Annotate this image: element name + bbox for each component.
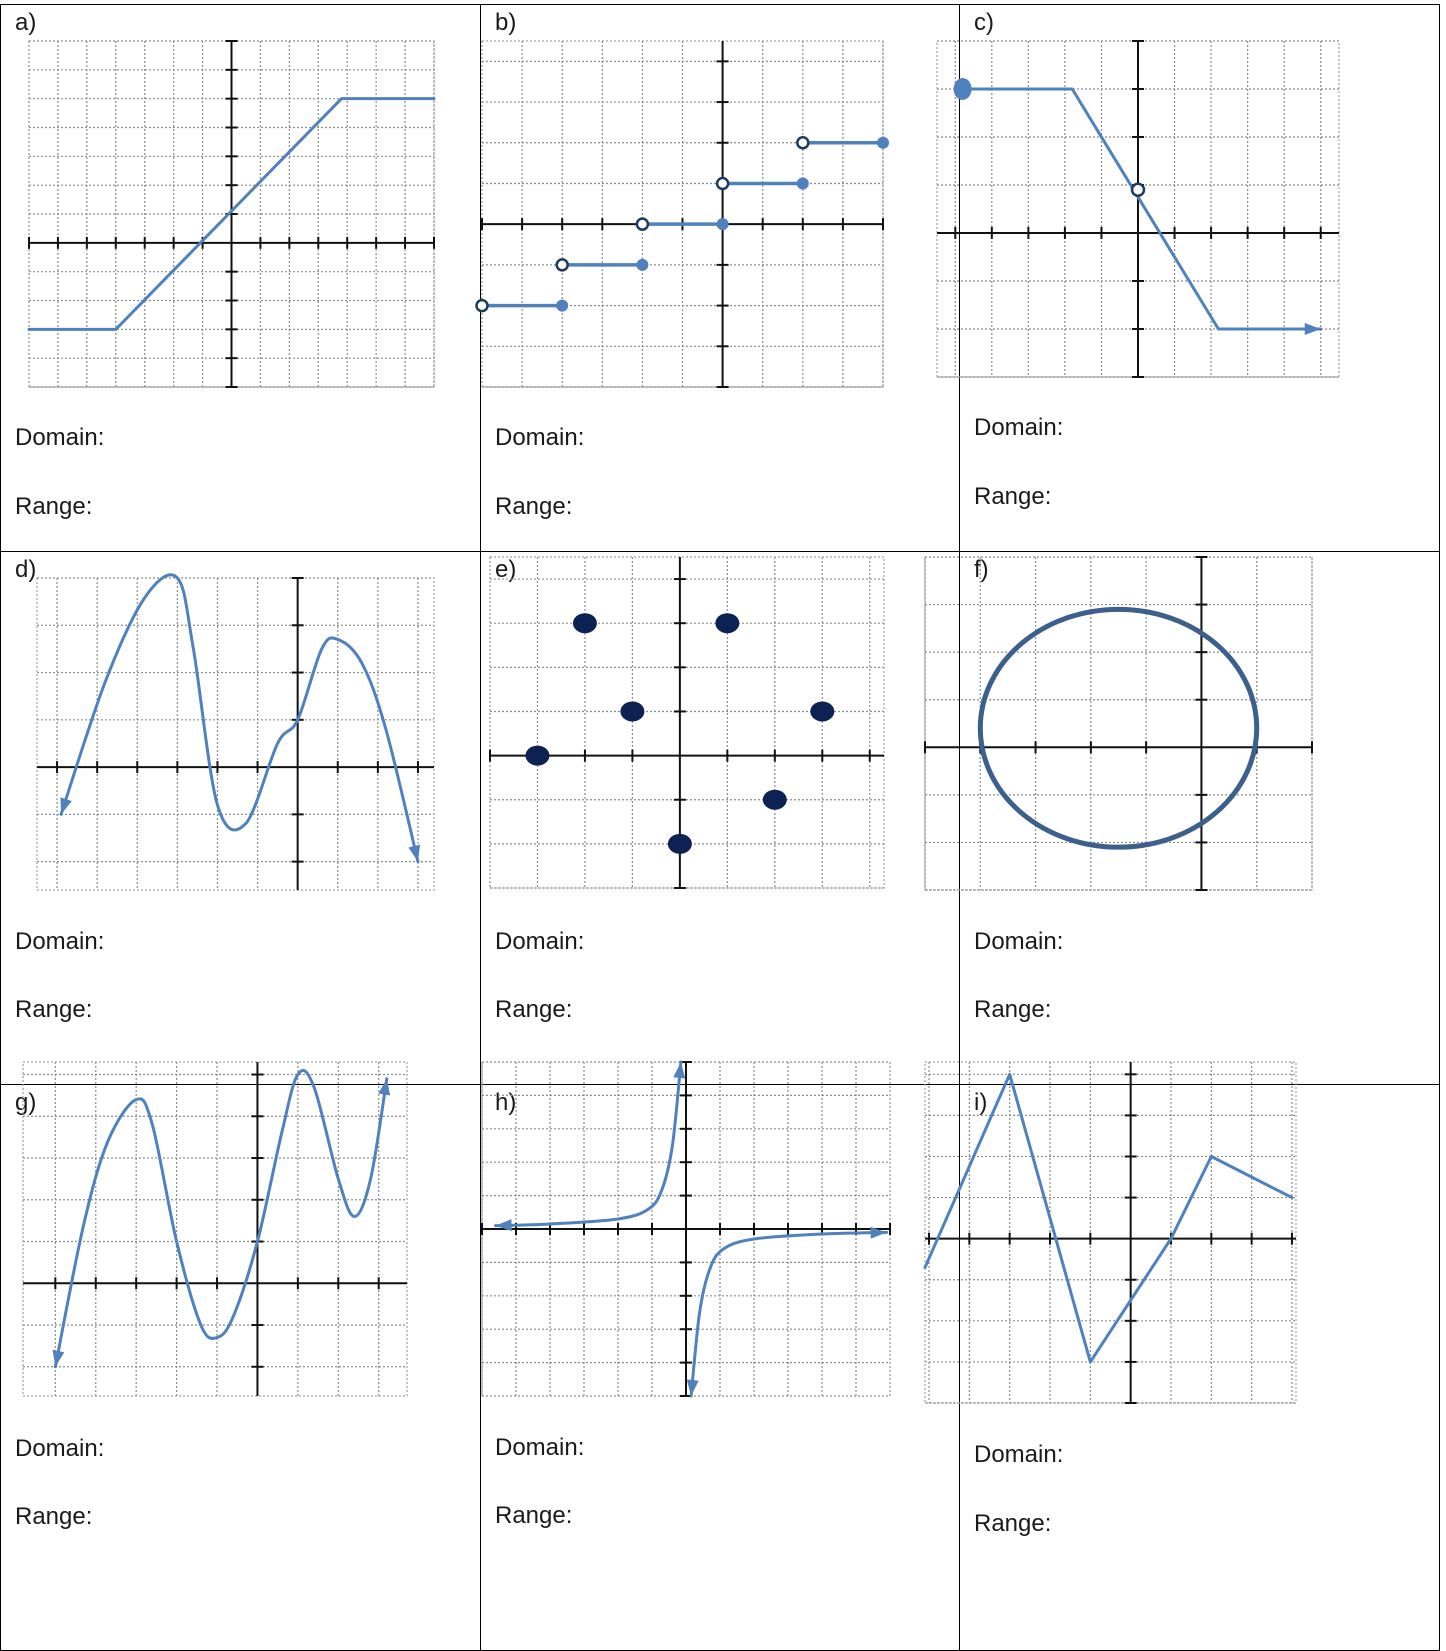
problem-letter: a) xyxy=(15,9,37,36)
data-point xyxy=(810,701,835,722)
data-point xyxy=(762,789,787,810)
domain-label: Domain: xyxy=(15,424,105,451)
problem-letter: b) xyxy=(495,9,517,36)
domain-label: Domain: xyxy=(974,414,1064,441)
open-point xyxy=(475,298,489,313)
plot-border xyxy=(924,556,1313,891)
closed-point xyxy=(796,177,809,190)
range-label: Range: xyxy=(495,1502,573,1529)
function-curve xyxy=(923,1072,1294,1364)
problem-cell-e: e) Domain: Range: xyxy=(481,552,960,1085)
grid xyxy=(481,40,884,388)
function-curve xyxy=(494,1060,683,1228)
closed-point xyxy=(636,258,649,271)
problem-letter: c) xyxy=(974,9,994,36)
closed-point xyxy=(953,78,972,100)
plot-border xyxy=(924,1061,1297,1404)
range-label: Range: xyxy=(15,996,93,1023)
arrowhead xyxy=(673,1062,686,1079)
problem-letter: e) xyxy=(495,556,517,583)
function-curve xyxy=(53,1069,389,1369)
coordinate-plane xyxy=(475,40,889,388)
arrowhead xyxy=(408,844,421,862)
range-label: Range: xyxy=(974,483,1052,510)
grid xyxy=(22,1061,408,1397)
plot-border xyxy=(481,40,884,388)
coordinate-plane xyxy=(924,556,1313,891)
problem-letter: i) xyxy=(974,1089,988,1116)
open-point xyxy=(555,258,569,272)
circle-curve xyxy=(977,606,1260,850)
domain-label: Domain: xyxy=(495,928,585,955)
data-point xyxy=(525,745,550,766)
grid xyxy=(924,1061,1297,1404)
open-point xyxy=(1130,182,1146,198)
closed-point xyxy=(716,218,729,231)
domain-label: Domain: xyxy=(974,1441,1064,1468)
arrowhead xyxy=(870,1226,887,1239)
domain-label: Domain: xyxy=(15,928,105,955)
problem-cell-c: c) Domain: Range: xyxy=(936,4,1440,552)
function-curve xyxy=(689,1230,889,1398)
domain-label: Domain: xyxy=(495,424,585,451)
data-point xyxy=(572,613,597,634)
arrowhead xyxy=(686,1379,699,1396)
data-point xyxy=(715,613,740,634)
coordinate-plane xyxy=(27,40,436,388)
open-point xyxy=(635,217,650,231)
problem-cell-a: a) Domain: Range: xyxy=(0,4,481,552)
function-curve xyxy=(961,87,1323,331)
coordinate-plane xyxy=(489,556,885,889)
problem-cell-h: h) Domain: Range: xyxy=(481,1060,960,1651)
range-label: Range: xyxy=(495,493,573,520)
function-curve xyxy=(27,97,436,331)
grid xyxy=(36,577,435,891)
domain-label: Domain: xyxy=(974,928,1064,955)
data-point xyxy=(620,701,645,722)
open-point xyxy=(796,136,810,150)
arrowhead xyxy=(60,797,72,815)
data-point xyxy=(667,833,692,854)
domain-label: Domain: xyxy=(495,1434,585,1461)
arrowhead xyxy=(52,1349,65,1367)
closed-point xyxy=(556,299,569,312)
range-label: Range: xyxy=(974,1510,1052,1537)
arrowhead xyxy=(378,1078,391,1096)
plot-border xyxy=(489,556,885,889)
closed-point xyxy=(877,136,889,149)
range-label: Range: xyxy=(495,996,573,1023)
coordinate-plane xyxy=(936,40,1340,378)
problem-cell-g: g) Domain: Range: xyxy=(0,1061,481,1651)
plot-border xyxy=(22,1061,408,1397)
coordinate-plane xyxy=(36,573,435,891)
problem-letter: g) xyxy=(15,1089,37,1116)
function-curve xyxy=(59,573,420,864)
range-label: Range: xyxy=(974,996,1052,1023)
problem-letter: d) xyxy=(15,556,37,583)
problem-cell-f: f) Domain: Range: xyxy=(924,552,1440,1085)
problem-cell-i: i) Domain: Range: xyxy=(923,1061,1440,1651)
problem-cell-b: b) Domain: Range: xyxy=(475,4,960,552)
range-label: Range: xyxy=(15,493,93,520)
range-label: Range: xyxy=(15,1503,93,1530)
coordinate-plane xyxy=(923,1061,1297,1404)
problem-cell-d: d) Domain: Range: xyxy=(0,552,481,1085)
coordinate-plane xyxy=(22,1061,408,1397)
open-point xyxy=(715,176,730,191)
arrowhead xyxy=(1304,323,1321,335)
domain-label: Domain: xyxy=(15,1435,105,1462)
plot-border xyxy=(36,577,435,891)
problem-letter: f) xyxy=(974,556,989,583)
arrowhead xyxy=(495,1219,512,1232)
coordinate-plane xyxy=(481,1060,891,1398)
